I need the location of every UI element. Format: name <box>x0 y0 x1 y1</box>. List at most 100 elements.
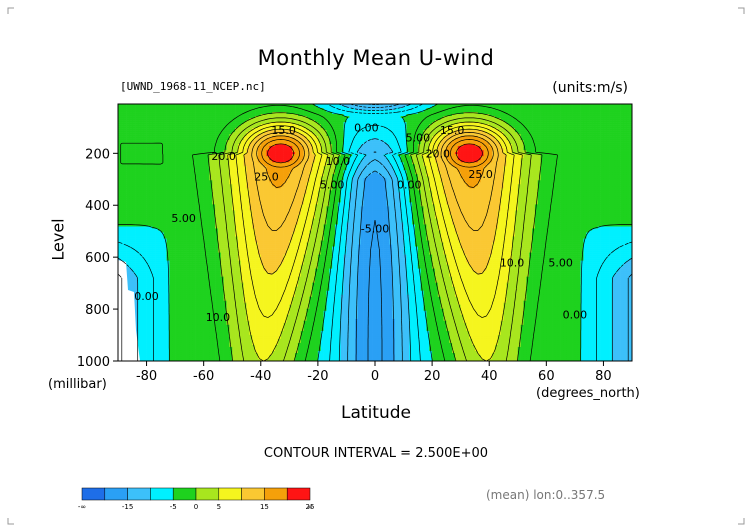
heatmap-cell <box>461 110 464 112</box>
heatmap-cell <box>532 156 535 158</box>
heatmap-cell <box>224 118 227 120</box>
heatmap-cell <box>466 136 469 138</box>
heatmap-cell <box>232 116 235 118</box>
heatmap-cell <box>566 106 569 108</box>
heatmap-cell <box>378 106 381 108</box>
heatmap-cell <box>141 148 144 150</box>
heatmap-cell <box>601 142 604 144</box>
heatmap-cell <box>147 144 150 146</box>
heatmap-cell <box>592 142 595 144</box>
heatmap-cell <box>309 154 312 156</box>
heatmap-cell <box>569 146 572 148</box>
heatmap-cell <box>381 122 384 124</box>
heatmap-cell <box>224 122 227 124</box>
heatmap-cell <box>169 132 172 134</box>
heatmap-cell <box>161 120 164 122</box>
heatmap-cell <box>326 144 329 146</box>
heatmap-cell <box>469 108 472 110</box>
heatmap-cell <box>558 120 561 122</box>
heatmap-cell <box>603 114 606 116</box>
heatmap-cell <box>144 112 147 114</box>
heatmap-cell <box>187 158 190 160</box>
heatmap-cell <box>498 120 501 122</box>
heatmap-cell <box>187 138 190 140</box>
heatmap-cell <box>158 124 161 126</box>
heatmap-cell <box>258 108 261 110</box>
heatmap-cell <box>606 154 609 156</box>
heatmap-cell <box>375 114 378 116</box>
heatmap-cell <box>201 148 204 150</box>
heatmap-cell <box>149 154 152 156</box>
heatmap-cell <box>175 148 178 150</box>
heatmap-cell <box>581 114 584 116</box>
heatmap-cell <box>178 110 181 112</box>
heatmap-cell <box>615 128 618 130</box>
heatmap-cell <box>132 134 135 136</box>
heatmap-cell <box>129 128 132 130</box>
heatmap-cell <box>561 138 564 140</box>
heatmap-cell <box>384 116 387 118</box>
heatmap-cell <box>532 114 535 116</box>
heatmap-cell <box>152 112 155 114</box>
heatmap-cell <box>215 128 218 130</box>
heatmap-cell <box>158 158 161 160</box>
heatmap-cell <box>198 134 201 136</box>
heatmap-cell <box>189 126 192 128</box>
heatmap-cell <box>472 146 475 148</box>
heatmap-cell <box>149 120 152 122</box>
heatmap-cell <box>218 120 221 122</box>
heatmap-cell <box>278 108 281 110</box>
heatmap-cell <box>147 138 150 140</box>
heatmap-cell <box>615 106 618 108</box>
heatmap-cell <box>121 150 124 152</box>
heatmap-cell <box>623 118 626 120</box>
heatmap-cell <box>409 128 412 130</box>
heatmap-cell <box>201 116 204 118</box>
heatmap-cell <box>167 140 170 142</box>
heatmap-cell <box>509 128 512 130</box>
heatmap-cell <box>384 132 387 134</box>
heatmap-cell <box>121 138 124 140</box>
heatmap-cell <box>212 124 215 126</box>
heatmap-cell <box>158 108 161 110</box>
heatmap-cell <box>572 112 575 114</box>
heatmap-cell <box>189 142 192 144</box>
heatmap-cell <box>386 110 389 112</box>
heatmap-cell <box>241 154 244 156</box>
heatmap-cell <box>561 136 564 138</box>
heatmap-cell <box>301 106 304 108</box>
heatmap-cell <box>238 130 241 132</box>
heatmap-cell <box>295 142 298 144</box>
heatmap-cell <box>583 110 586 112</box>
heatmap-cell <box>395 148 398 150</box>
heatmap-cell <box>158 118 161 120</box>
heatmap-cell <box>381 114 384 116</box>
heatmap-cell <box>392 130 395 132</box>
heatmap-cell <box>626 126 629 128</box>
heatmap-cell <box>249 114 252 116</box>
heatmap-cell <box>201 108 204 110</box>
heatmap-cell <box>149 118 152 120</box>
heatmap-cell <box>201 154 204 156</box>
heatmap-cell <box>389 118 392 120</box>
heatmap-cell <box>312 116 315 118</box>
heatmap-cell <box>341 120 344 122</box>
heatmap-cell <box>452 110 455 112</box>
heatmap-cell <box>581 128 584 130</box>
heatmap-cell <box>609 152 612 154</box>
heatmap-cell <box>167 136 170 138</box>
heatmap-cell <box>372 114 375 116</box>
heatmap-cell <box>572 106 575 108</box>
heatmap-cell <box>178 150 181 152</box>
heatmap-cell <box>538 156 541 158</box>
heatmap-cell <box>401 114 404 116</box>
heatmap-cell <box>526 120 529 122</box>
heatmap-cell <box>563 128 566 130</box>
heatmap-cell <box>478 108 481 110</box>
heatmap-cell <box>515 136 518 138</box>
heatmap-cell <box>552 140 555 142</box>
heatmap-cell <box>195 118 198 120</box>
heatmap-cell <box>581 116 584 118</box>
heatmap-cell <box>258 152 261 154</box>
heatmap-cell <box>232 108 235 110</box>
